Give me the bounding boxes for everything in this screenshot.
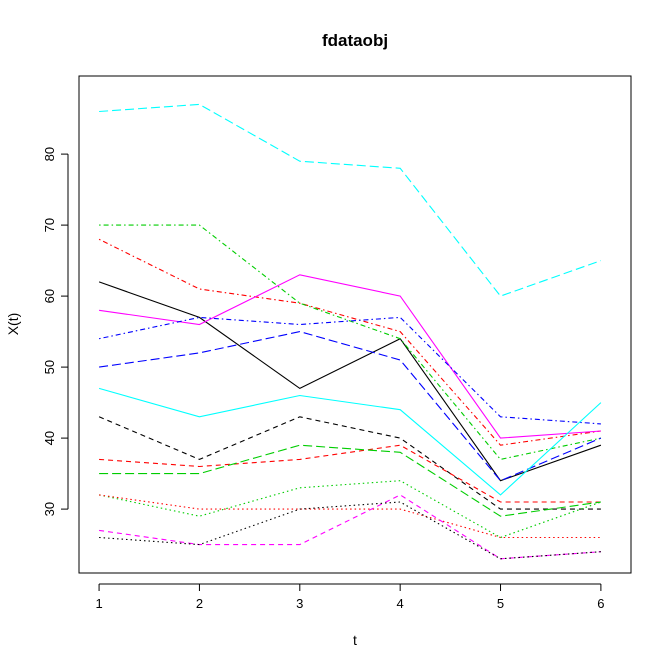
series-line-11	[99, 444, 601, 517]
y-tick-label: 30	[42, 502, 57, 516]
series-line-3	[99, 224, 602, 461]
x-tick-label: 4	[397, 596, 404, 611]
x-tick-label: 1	[95, 596, 102, 611]
series-line-2	[98, 238, 601, 446]
series-line-6	[99, 274, 601, 439]
series-line-13	[99, 494, 601, 539]
series-layer	[98, 103, 602, 560]
x-tick-label: 3	[296, 596, 303, 611]
plot-frame	[78, 75, 632, 574]
series-line-9	[98, 416, 601, 510]
y-tick-label: 70	[42, 218, 57, 232]
series-line-14	[99, 494, 601, 560]
y-tick-label: 50	[42, 360, 57, 374]
series-line-4	[99, 331, 602, 482]
y-tick-label: 80	[42, 147, 57, 161]
chart-title: fdataobj	[322, 31, 388, 50]
x-axis-label: t	[353, 632, 357, 648]
y-axis-label: X(t)	[5, 313, 21, 336]
series-line-5	[99, 103, 602, 297]
series-line-12	[98, 480, 602, 539]
y-axis: 30 40 50 60 70 80	[42, 147, 69, 516]
series-line-8	[98, 387, 602, 496]
series-line-10	[99, 444, 601, 503]
series-line-1	[98, 281, 602, 482]
x-tick-label: 6	[597, 596, 604, 611]
x-axis: 1 2 3 4 5 6	[95, 583, 605, 611]
y-tick-label: 40	[42, 431, 57, 445]
y-tick-label: 60	[42, 289, 57, 303]
x-tick-label: 5	[497, 596, 504, 611]
series-line-15	[99, 501, 601, 560]
x-tick-label: 2	[196, 596, 203, 611]
